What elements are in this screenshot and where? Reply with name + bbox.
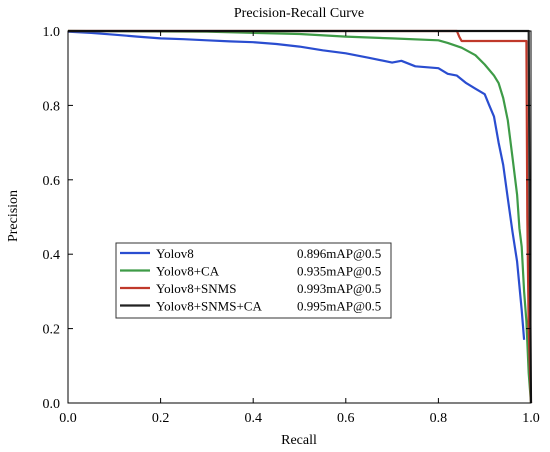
x-tick-label: 0.6 — [337, 411, 355, 426]
series-layer — [67, 29, 533, 404]
series-line-3 — [68, 29, 533, 404]
y-tick-label: 0.2 — [43, 323, 61, 338]
y-tick-label: 0.0 — [43, 397, 61, 412]
y-tick-label: 0.4 — [43, 248, 61, 263]
legend-series-name: Yolov8+CA — [156, 264, 220, 279]
legend-map-value: 0.935mAP@0.5 — [297, 264, 381, 279]
chart-title: Precision-Recall Curve — [234, 6, 364, 21]
series-line-1 — [67, 30, 526, 340]
x-tick-label: 0.4 — [244, 411, 262, 426]
y-axis-label: Precision — [6, 190, 21, 242]
x-tick-label: 0.2 — [152, 411, 170, 426]
legend-map-value: 0.993mAP@0.5 — [297, 281, 381, 296]
x-tick-label: 0.0 — [59, 411, 77, 426]
x-tick-label: 1.0 — [522, 411, 540, 426]
series-line-2 — [67, 29, 533, 404]
legend-series-name: Yolov8 — [156, 246, 194, 261]
plot-frame — [67, 30, 532, 404]
x-tick-label: 0.8 — [430, 411, 448, 426]
legend: Yolov8 0.896mAP@0.5 Yolov8+CA 0.935mAP@0.5 Y… — [115, 242, 392, 319]
legend-map-value: 0.995mAP@0.5 — [297, 299, 381, 314]
x-axis-label: Recall — [281, 433, 317, 448]
legend-series-name: Yolov8+SNMS — [156, 281, 236, 296]
y-tick-label: 0.6 — [43, 174, 61, 189]
legend-map-value: 0.896mAP@0.5 — [297, 246, 381, 261]
legend-box — [115, 242, 392, 319]
series-line-4 — [68, 29, 533, 404]
y-tick-label: 1.0 — [43, 25, 61, 40]
legend-series-name: Yolov8+SNMS+CA — [156, 299, 262, 314]
y-tick-label: 0.8 — [43, 99, 61, 114]
axes-layer: 0.0 0.2 0.4 0.6 0.8 1.0 0.0 0.2 0.4 0.6 0.8 1.0 — [43, 25, 540, 426]
